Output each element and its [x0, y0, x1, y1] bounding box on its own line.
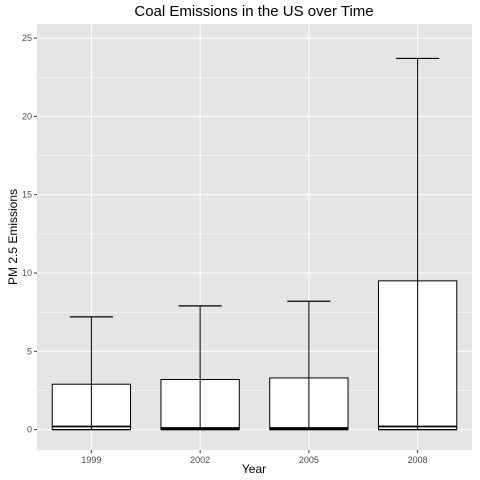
chart-title: Coal Emissions in the US over Time	[134, 3, 373, 20]
x-axis-ticks: 1999 2002 2005 2008	[81, 450, 428, 465]
box-2005	[269, 300, 349, 431]
x-axis-label: Year	[242, 462, 266, 476]
x-tick-label: 2005	[299, 455, 319, 465]
x-tick-label: 2002	[190, 455, 210, 465]
boxplot-series	[51, 57, 458, 431]
box-1999	[51, 316, 132, 431]
y-tick-label: 25	[22, 33, 32, 43]
y-axis-ticks: 0 5 10 15 20 25	[22, 33, 37, 435]
y-axis-label: PM 2.5 Emissions	[6, 189, 20, 285]
y-tick-label: 0	[27, 425, 32, 435]
y-tick-label: 20	[22, 111, 32, 121]
y-tick-label: 15	[22, 190, 32, 200]
y-tick-label: 5	[27, 346, 32, 356]
box-2008	[377, 57, 458, 431]
box-2002	[160, 305, 240, 431]
y-tick-label: 10	[22, 268, 32, 278]
x-tick-label: 1999	[81, 455, 101, 465]
x-tick-label: 2008	[408, 455, 428, 465]
